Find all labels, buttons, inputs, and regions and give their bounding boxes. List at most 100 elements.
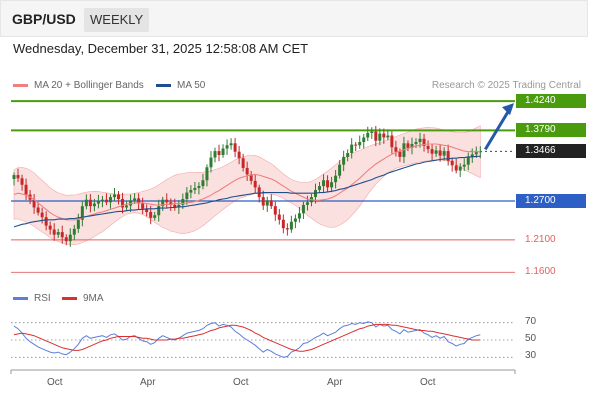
rsi-tick-70: 70 [525,315,537,327]
candle-body [261,197,265,206]
rsi-ma-line [13,323,481,352]
candle-body [113,194,116,198]
level-label-1.2700: 1.2700 [516,193,586,208]
candle-body [229,143,233,146]
candle-body [426,145,430,150]
candle-body [338,164,342,176]
candle-body [233,143,237,152]
candle-body [466,156,470,165]
ma50-swatch [156,84,171,87]
candle-body [197,186,201,189]
candle-body [157,206,161,216]
candle-body [442,151,446,156]
candle-body [52,229,56,235]
candle-body [56,232,60,235]
candle-body [289,221,293,230]
candle-body [265,200,269,206]
ma20-swatch [13,84,28,87]
candle-body [161,199,165,207]
candle-body [326,180,330,188]
candle-body [153,215,157,218]
candle-body [137,198,141,204]
x-tick-label: Oct [420,377,436,388]
candle-body [410,143,414,148]
candle-body [422,138,426,146]
candle-body [450,160,454,166]
candle-body [382,133,386,138]
x-tick-label: Oct [47,377,63,388]
candle-body [193,188,197,190]
rsi-line [13,321,481,358]
candle-body [64,237,68,242]
candle-body [346,153,350,157]
candle-body [354,144,358,146]
candle-body [72,228,76,235]
candle-body [76,219,80,229]
timeframe-button[interactable]: WEEKLY [84,8,150,32]
candle-body [342,156,346,165]
candle-body [68,234,72,242]
candle-body [141,203,145,209]
candle-body [88,199,92,207]
level-label-1.3790: 1.3790 [516,123,586,138]
candle-body [378,133,382,141]
candle-body [237,151,241,159]
candle-body [149,212,153,218]
candle-body [92,203,96,207]
candle-body [370,131,374,133]
ma50-line [13,155,481,228]
copyright: Research © 2025 Trading Central [431,80,581,91]
candle-body [245,167,249,175]
legend-ma9-label: 9MA [83,293,104,304]
candle-body [285,228,289,230]
projection-arrowhead [502,103,514,116]
candle-body [446,151,450,161]
candle-body [269,200,273,207]
candle-body [225,145,229,149]
candle-body [273,206,277,215]
candle-body [117,194,121,200]
candle-body [213,151,217,158]
candle-body [40,212,44,218]
candle-body [185,192,189,200]
candle-body [217,151,221,155]
rsi-tick-50: 50 [525,333,537,344]
candle-body [418,138,422,143]
x-tick-label: Apr [140,377,156,388]
x-tick-label: Apr [327,377,343,388]
legend-rsi-label: RSI [34,293,51,304]
candle-body [438,150,442,156]
candle-body [470,154,474,157]
x-tick-label: Oct [233,377,249,388]
candle-body [177,204,181,208]
candle-body [414,142,418,144]
candle-body [201,180,205,187]
level-label-1.4240: 1.4240 [516,94,586,109]
legend-ma20: MA 20 + Bollinger Bands [13,80,144,91]
candle-body [350,144,354,154]
candle-body [454,165,458,171]
candle-body [322,180,326,187]
candle-body [257,187,261,198]
candle-body [253,180,257,188]
candle-body [366,132,370,138]
candle-body [221,148,225,155]
candle-body [249,174,253,181]
candle-body [44,217,48,226]
candle-body [84,199,88,207]
candle-body [394,147,398,152]
legend-ma50: MA 50 [156,80,205,91]
candle-body [386,135,390,138]
bollinger-band [13,125,481,245]
projection-arrow [484,109,511,151]
candle-body [406,143,410,148]
candle-body [390,135,394,148]
candle-body [173,204,177,208]
candle-body [20,178,24,185]
candle-body [189,189,193,193]
candle-body [297,213,301,219]
candle-body [330,182,334,188]
level-label-1.1600: 1.1600 [525,266,556,278]
candle-body [277,214,281,220]
